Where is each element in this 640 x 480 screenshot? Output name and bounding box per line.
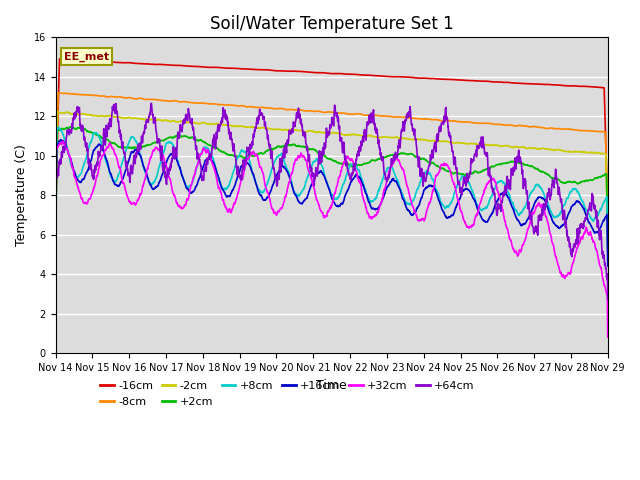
-8cm: [52, 220, 60, 226]
-16cm: [604, 209, 612, 215]
+8cm: [52, 241, 60, 247]
-8cm: [348, 111, 356, 117]
+16cm: [57, 137, 65, 143]
-16cm: [360, 72, 367, 78]
+16cm: [206, 156, 214, 162]
+2cm: [52, 239, 60, 245]
-8cm: [492, 122, 500, 128]
Line: -2cm: -2cm: [56, 112, 608, 247]
-2cm: [360, 133, 367, 139]
-2cm: [571, 149, 579, 155]
Line: +32cm: +32cm: [56, 141, 608, 337]
-2cm: [604, 244, 612, 250]
-16cm: [56, 56, 63, 62]
+32cm: [556, 265, 563, 271]
-2cm: [348, 132, 356, 138]
+64cm: [556, 184, 563, 190]
+64cm: [604, 296, 612, 302]
-8cm: [604, 229, 612, 235]
Line: -16cm: -16cm: [56, 59, 608, 212]
+32cm: [571, 254, 579, 260]
+64cm: [52, 233, 60, 239]
+2cm: [556, 177, 563, 183]
-8cm: [54, 90, 62, 96]
-16cm: [492, 79, 500, 85]
+32cm: [348, 156, 356, 162]
+2cm: [67, 124, 75, 130]
+32cm: [52, 251, 60, 256]
-16cm: [206, 64, 214, 70]
+2cm: [571, 179, 579, 184]
+8cm: [206, 149, 214, 155]
-8cm: [571, 127, 579, 133]
+8cm: [492, 182, 500, 188]
+8cm: [556, 212, 563, 217]
Text: EE_met: EE_met: [64, 51, 109, 62]
+32cm: [360, 197, 367, 203]
+32cm: [492, 182, 500, 188]
-16cm: [348, 72, 356, 77]
+8cm: [348, 162, 356, 168]
+64cm: [360, 135, 367, 141]
-2cm: [52, 221, 60, 227]
-16cm: [556, 82, 563, 88]
+64cm: [206, 151, 214, 156]
Line: +64cm: +64cm: [56, 103, 608, 299]
+8cm: [360, 182, 367, 188]
Line: +16cm: +16cm: [56, 140, 608, 266]
+16cm: [360, 184, 367, 190]
Title: Soil/Water Temperature Set 1: Soil/Water Temperature Set 1: [210, 15, 454, 33]
+8cm: [571, 187, 579, 192]
Legend: -16cm, -8cm, -2cm, +2cm, +8cm, +16cm, +32cm, +64cm: -16cm, -8cm, -2cm, +2cm, +8cm, +16cm, +3…: [96, 377, 479, 411]
+16cm: [556, 225, 563, 231]
+32cm: [206, 153, 214, 159]
+2cm: [360, 161, 367, 167]
-16cm: [52, 203, 60, 209]
+2cm: [206, 143, 214, 148]
-2cm: [556, 147, 563, 153]
+2cm: [492, 162, 500, 168]
+16cm: [492, 199, 500, 205]
-8cm: [360, 112, 367, 118]
-2cm: [54, 109, 61, 115]
+64cm: [147, 100, 155, 106]
+16cm: [604, 263, 612, 269]
Line: +2cm: +2cm: [56, 127, 608, 249]
-8cm: [556, 126, 563, 132]
X-axis label: Time: Time: [316, 379, 347, 392]
Line: -8cm: -8cm: [56, 93, 608, 232]
Line: +8cm: +8cm: [56, 127, 608, 255]
+16cm: [571, 201, 579, 207]
-16cm: [571, 83, 579, 89]
+32cm: [60, 138, 67, 144]
+8cm: [604, 252, 612, 258]
Y-axis label: Temperature (C): Temperature (C): [15, 144, 28, 246]
+32cm: [604, 334, 612, 340]
-2cm: [206, 121, 214, 127]
+64cm: [492, 207, 500, 213]
-2cm: [492, 143, 500, 148]
+64cm: [348, 173, 356, 179]
+16cm: [52, 249, 60, 254]
+16cm: [348, 178, 356, 184]
+64cm: [571, 245, 579, 251]
+2cm: [348, 164, 356, 169]
+2cm: [604, 246, 612, 252]
-8cm: [206, 101, 214, 107]
+8cm: [54, 124, 62, 130]
